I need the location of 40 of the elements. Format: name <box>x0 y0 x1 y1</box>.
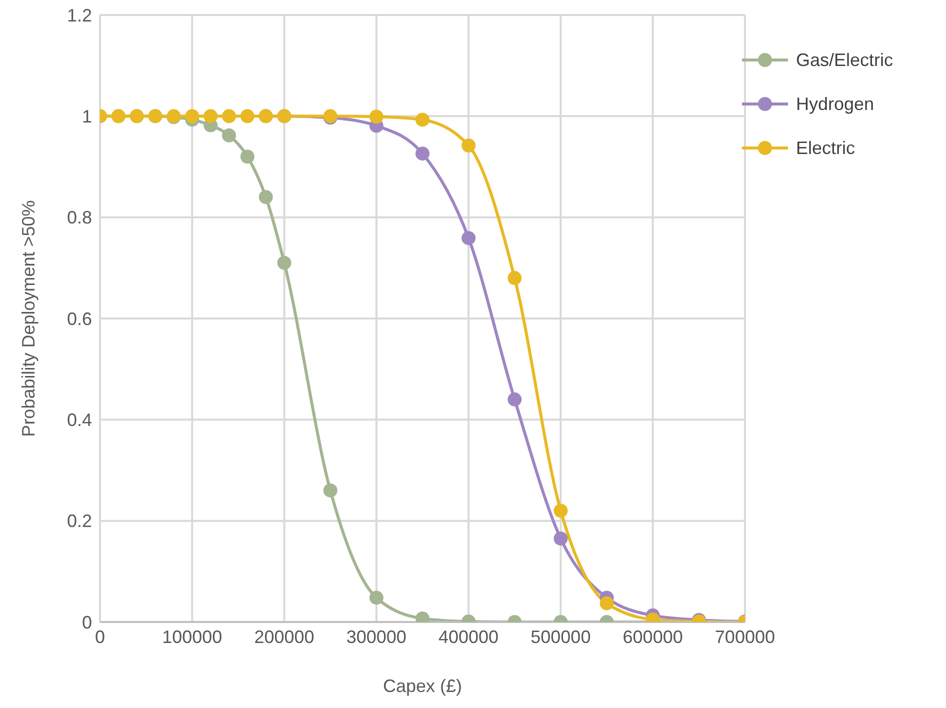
point <box>508 392 522 406</box>
legend-label: Hydrogen <box>796 94 874 114</box>
y-tick-label: 1.2 <box>66 5 92 26</box>
y-axis-title: Probability Deployment >50% <box>18 200 38 437</box>
point <box>204 109 218 124</box>
point <box>258 190 273 204</box>
point <box>415 112 430 127</box>
point <box>323 483 338 498</box>
y-tick-label: 0 <box>82 612 92 632</box>
point <box>222 109 236 124</box>
y-tick-label: 0.8 <box>66 208 92 228</box>
point <box>415 146 430 161</box>
point <box>554 532 568 546</box>
x-axis-title: Capex (£) <box>382 676 462 696</box>
point <box>222 128 236 142</box>
x-tick-label: 500000 <box>530 626 591 647</box>
x-tick-label: 100000 <box>162 626 222 647</box>
y-tick-label: 0.2 <box>66 511 92 532</box>
x-tick-label: 400000 <box>438 626 499 647</box>
y-tick-label: 0.4 <box>66 410 92 430</box>
x-tick-label: 600000 <box>622 626 683 647</box>
point <box>462 231 476 246</box>
point <box>240 109 254 124</box>
point <box>277 256 292 270</box>
y-tick-label: 1 <box>82 106 92 127</box>
x-tick-label: 300000 <box>346 626 406 647</box>
legend-label: Gas/Electric <box>796 50 893 70</box>
point <box>508 271 522 286</box>
point <box>369 110 384 124</box>
y-tick-label: 0.6 <box>66 308 92 329</box>
legend-label: Electric <box>796 138 855 158</box>
x-tick-label: 0 <box>94 626 106 647</box>
point <box>600 596 614 610</box>
point <box>185 109 200 124</box>
point <box>462 138 476 153</box>
x-tick-label: 700000 <box>714 626 776 647</box>
x-tick-label: 200000 <box>254 626 314 647</box>
point <box>240 150 254 164</box>
point <box>369 590 384 605</box>
point <box>554 504 568 518</box>
